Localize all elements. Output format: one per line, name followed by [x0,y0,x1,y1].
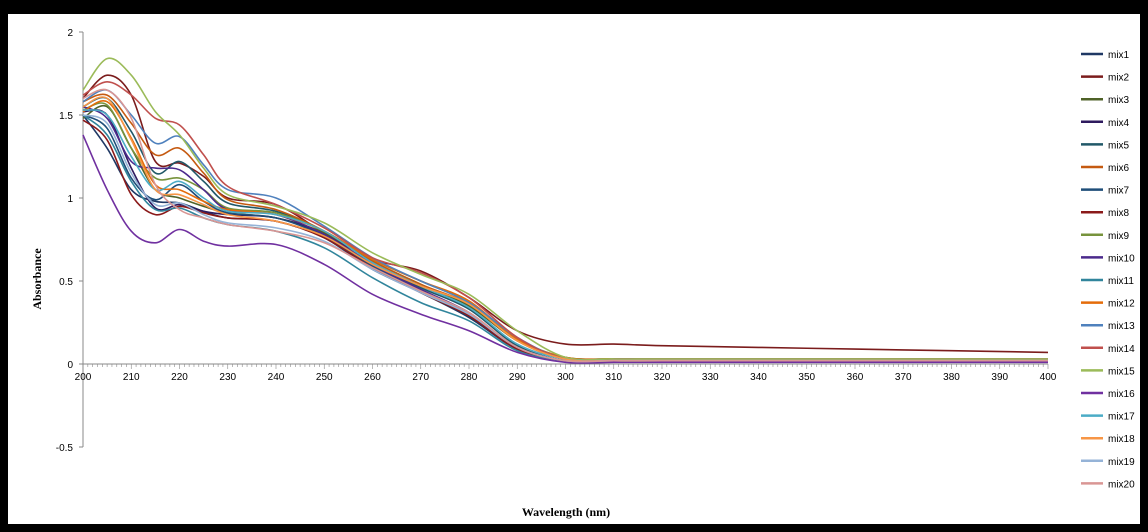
series-line-mix8 [82,119,1048,363]
x-tick-label: 250 [316,372,333,383]
series-line-mix11 [82,114,1048,363]
x-tick-label: 330 [702,372,719,383]
legend-label-mix14: mix14 [1108,344,1135,355]
x-tick-label: 280 [461,372,478,383]
x-tick-label: 290 [509,372,526,383]
y-tick-label: -0.5 [56,443,74,454]
x-tick-label: 220 [171,372,188,383]
legend-label-mix2: mix2 [1108,73,1130,84]
series-line-mix7 [82,114,1048,363]
x-tick-label: 320 [654,372,671,383]
x-tick-label: 310 [605,372,622,383]
absorbance-line-chart: -0.5 0 0.5 1 1.5 2 200 210 220 230 240 250 260 270 280… [30,28,1135,519]
chart-axes: -0.5 0 0.5 1 1.5 2 200 210 220 230 240 250 260 270 280… [56,28,1057,454]
x-tick-label: 240 [268,372,285,383]
series-line-mix2 [82,74,1049,354]
legend-label-mix11: mix11 [1108,276,1134,287]
x-tick-label: 370 [895,372,912,383]
y-tick-label: 1 [67,194,73,205]
series-line-mix5 [82,96,1048,363]
x-axis-title: Wavelength (nm) [522,505,610,519]
chart-legend: mix1 mix2 mix3 mix4 mix5 mix6 mix7 mix8 mix9 mix1… [1081,50,1135,490]
y-tick-label: 1.5 [59,111,73,122]
y-tick-label: 2 [67,28,73,39]
legend-label-mix7: mix7 [1108,186,1130,197]
x-tick-label: 230 [219,372,236,383]
x-tick-label: 380 [943,372,960,383]
series-line-mix19 [82,114,1048,363]
x-tick-label: 350 [798,372,815,383]
x-tick-label: 390 [991,372,1008,383]
x-tick-label: 400 [1040,372,1057,383]
series-line-mix4 [82,109,1048,363]
legend-label-mix12: mix12 [1108,299,1135,310]
plot-series [82,57,1049,364]
series-line-mix10 [82,105,1048,363]
x-tick-label: 200 [75,372,92,383]
legend-label-mix4: mix4 [1108,118,1130,129]
legend-label-mix19: mix19 [1108,457,1135,468]
legend-label-mix16: mix16 [1108,389,1135,400]
series-line-mix14 [82,80,1048,362]
legend-label-mix3: mix3 [1108,95,1130,106]
legend-label-mix17: mix17 [1108,412,1135,423]
legend-label-mix6: mix6 [1108,163,1130,174]
legend-label-mix1: mix1 [1108,50,1130,61]
series-line-mix17 [82,109,1048,362]
series-line-mix18 [82,96,1048,362]
legend-label-mix9: mix9 [1108,231,1130,242]
series-line-mix20 [82,88,1048,363]
series-line-mix9 [82,102,1048,361]
legend-label-mix13: mix13 [1108,321,1135,332]
legend-label-mix15: mix15 [1108,366,1135,377]
series-line-mix16 [82,134,1048,364]
legend-label-mix8: mix8 [1108,208,1130,219]
chart-frame: -0.5 0 0.5 1 1.5 2 200 210 220 230 240 250 260 270 280… [8,14,1140,524]
legend-label-mix20: mix20 [1108,479,1135,490]
series-line-mix3 [82,104,1048,361]
y-axis-title: Absorbance [30,248,44,310]
x-tick-label: 210 [123,372,140,383]
series-line-mix1 [82,114,1048,363]
legend-label-mix5: mix5 [1108,140,1130,151]
x-tick-label: 260 [364,372,381,383]
x-tick-label: 300 [557,372,574,383]
series-line-mix12 [82,100,1048,361]
x-tick-label: 340 [750,372,767,383]
series-line-mix15 [82,57,1048,361]
x-tick-label: 360 [847,372,864,383]
x-tick-label: 270 [412,372,429,383]
series-line-mix6 [82,93,1048,362]
y-tick-label: 0 [67,360,73,371]
y-tick-label: 0.5 [59,277,73,288]
legend-label-mix18: mix18 [1108,434,1135,445]
legend-label-mix10: mix10 [1108,253,1135,264]
